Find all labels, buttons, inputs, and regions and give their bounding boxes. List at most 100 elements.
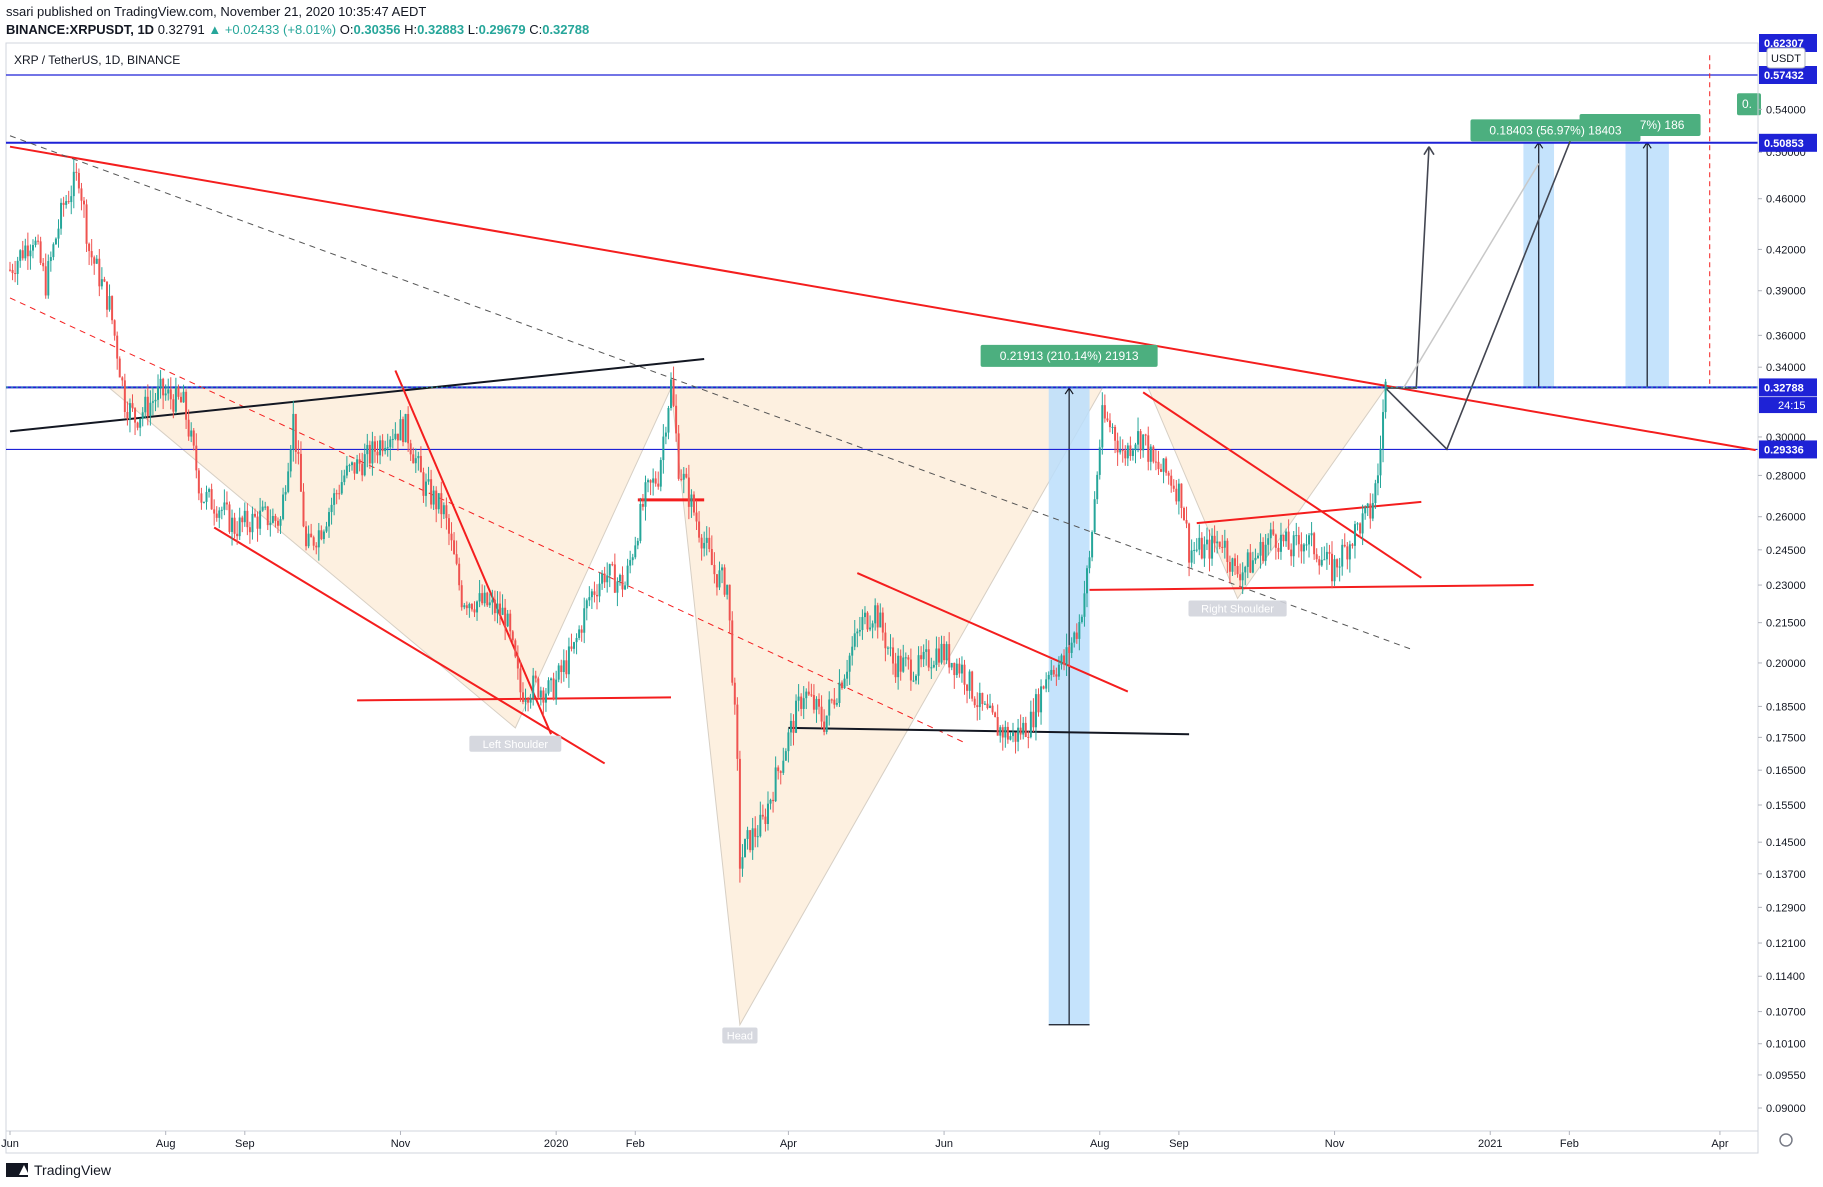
candle [973, 696, 976, 708]
candle-body [1068, 647, 1071, 653]
footer-brand[interactable]: TradingView [6, 1162, 111, 1178]
candle [251, 506, 254, 540]
candle [47, 254, 50, 299]
candle [478, 579, 481, 608]
candle [238, 507, 241, 540]
candle-body [1063, 655, 1066, 665]
candle-body [70, 196, 73, 203]
candle-body [486, 592, 489, 606]
candle [210, 483, 213, 510]
candle [1369, 493, 1372, 529]
candle [506, 609, 509, 628]
candle-body [197, 470, 200, 494]
candle-body [1006, 726, 1009, 740]
x-tick-label: 2021 [1478, 1138, 1502, 1150]
candle-body [685, 473, 688, 478]
candle [601, 570, 604, 590]
candle [624, 581, 627, 591]
candle-body [424, 481, 427, 496]
candle [659, 457, 662, 492]
candle-body [1047, 674, 1050, 680]
candle-body [233, 517, 236, 534]
candle [621, 566, 624, 598]
candle-body [368, 444, 371, 464]
candle-body [532, 675, 535, 699]
candle-body [26, 245, 29, 257]
candle-body [1017, 727, 1020, 742]
candle-body [251, 513, 254, 533]
candle-body [618, 574, 621, 582]
candle-body [705, 537, 708, 543]
candle-body [1149, 446, 1152, 462]
candle [935, 636, 938, 671]
overlay-drawings: Left Shoulder Head Right Shoulder 0.21913 (… [6, 93, 1761, 1044]
candle-body [871, 623, 874, 628]
candle-body [37, 240, 40, 242]
candle [670, 372, 673, 411]
black-neckline-rising [9, 358, 705, 433]
candle [590, 588, 593, 609]
candle [843, 674, 846, 689]
candle-body [1111, 426, 1114, 428]
candle [386, 433, 389, 457]
candle-body [361, 463, 364, 476]
candle-body [307, 533, 310, 547]
candle-body [164, 393, 167, 396]
pattern-label-0: Left Shoulder [483, 739, 549, 751]
level-badge-2-bg [1759, 378, 1817, 397]
candle [146, 384, 149, 426]
candle-body [315, 545, 318, 548]
candle [190, 422, 193, 443]
candle-body [881, 612, 884, 633]
candle [677, 424, 680, 481]
candle [1310, 522, 1313, 547]
candle-body [1162, 458, 1165, 472]
y-tick-label: 0.42000 [1766, 244, 1806, 256]
candle-body [677, 433, 680, 479]
candle [463, 602, 466, 610]
candle [680, 469, 683, 482]
candle [649, 479, 652, 496]
candle [1142, 434, 1145, 458]
candle-body [83, 200, 86, 205]
candle [70, 185, 73, 215]
candle [1050, 659, 1053, 681]
candle [848, 652, 851, 685]
candle [912, 671, 915, 683]
candle [108, 284, 111, 312]
candle-body [1165, 458, 1168, 473]
candle [932, 660, 935, 669]
candle [1119, 436, 1122, 455]
y-tick-label: 0.21500 [1766, 618, 1806, 630]
candle-body [682, 473, 685, 480]
candle-body [151, 401, 154, 403]
candle [75, 162, 78, 181]
candle-body [113, 320, 116, 336]
y-tick-label: 0.18500 [1766, 701, 1806, 713]
candle [945, 641, 948, 665]
candle-body [1001, 727, 1004, 738]
candle [340, 470, 343, 495]
candle-body [1188, 523, 1191, 563]
candle [1216, 530, 1219, 554]
candle [851, 636, 854, 666]
candle-body [463, 605, 466, 608]
candle [312, 535, 315, 551]
candle [233, 512, 236, 539]
candle-body [915, 675, 918, 681]
candle [29, 244, 32, 270]
candle [1193, 541, 1196, 564]
candle [805, 688, 808, 710]
candle-body [310, 533, 313, 538]
candle-body [805, 691, 808, 699]
candle [1144, 433, 1147, 446]
candle [846, 659, 849, 687]
candle [1040, 679, 1043, 725]
up-arrow-icon: ▲ [208, 22, 222, 37]
x-tick-label: Aug [156, 1138, 176, 1150]
candle-body [1034, 694, 1037, 728]
candle [322, 529, 325, 544]
candle-body [1022, 722, 1025, 735]
candle-body [583, 608, 586, 633]
